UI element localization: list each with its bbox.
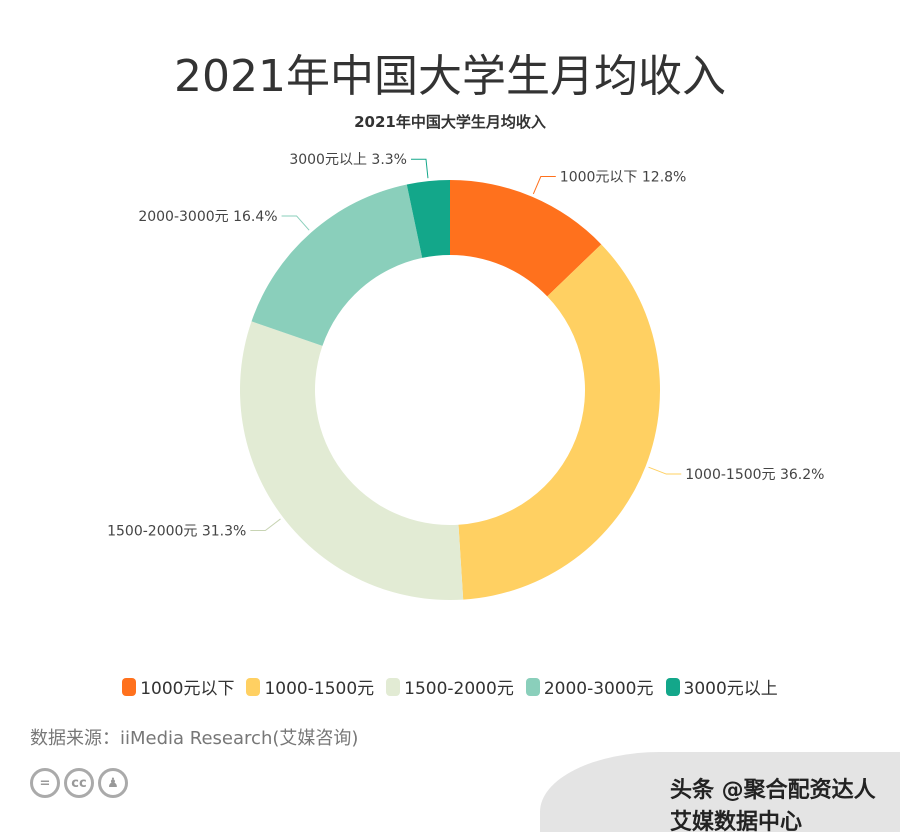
legend-label: 3000元以上 <box>683 679 778 699</box>
legend-label: 1000-1500元 <box>264 679 375 699</box>
slice-3 <box>251 184 423 346</box>
legend-swatch <box>386 677 401 696</box>
equals-icon: = <box>30 768 60 798</box>
legend: 1000元以下 1000-1500元 1500-2000元 2000-3000元 300… <box>0 674 900 699</box>
label-line-2 <box>250 518 281 531</box>
cc-icon: cc <box>64 768 94 798</box>
slice-4 <box>406 180 450 258</box>
watermark: 头条 @聚合配资达人 艾媒数据中心 <box>670 778 876 835</box>
donut-chart: 2021年中国大学生月均收入 1000元以下 12.8% 1000-1500元 3… <box>107 113 824 601</box>
data-label-4: 3000元以上 3.3% <box>289 152 407 168</box>
watermark-band <box>540 752 900 832</box>
label-line-0 <box>532 176 556 195</box>
legend-item[interactable]: 1000-1500元 <box>246 674 374 699</box>
legend-label: 1500-2000元 <box>404 679 514 699</box>
label-line-3 <box>281 215 310 231</box>
legend-item[interactable]: 1000元以下 <box>122 674 234 699</box>
label-line-4 <box>410 158 429 179</box>
slice-1 <box>458 244 661 600</box>
data-label-2: 1500-2000元 31.3% <box>107 523 246 539</box>
data-label-3: 2000-3000元 16.4% <box>138 209 277 225</box>
slice-0 <box>450 180 602 297</box>
page-title: 2021年中国大学生月均收入 <box>174 51 726 102</box>
legend-swatch <box>665 677 680 696</box>
slice-2 <box>240 321 464 601</box>
legend-swatch <box>525 677 540 696</box>
legend-swatch <box>122 677 137 696</box>
person-icon: ♟ <box>98 768 128 798</box>
legend-label: 2000-3000元 <box>543 679 654 699</box>
legend-label: 1000元以下 <box>140 679 235 699</box>
data-label-0: 1000元以下 12.8% <box>560 170 687 186</box>
legend-item[interactable]: 3000元以上 <box>665 674 778 699</box>
chart-title: 2021年中国大学生月均收入 <box>354 113 546 131</box>
data-label-1: 1000-1500元 36.2% <box>685 467 824 483</box>
label-line-1 <box>648 466 682 475</box>
legend-item[interactable]: 1500-2000元 <box>386 674 514 699</box>
legend-swatch <box>246 677 261 696</box>
data-source: 数据来源：iiMedia Research(艾媒咨询) <box>30 728 359 749</box>
legend-item[interactable]: 2000-3000元 <box>525 674 654 699</box>
license-icons: = cc ♟ <box>30 768 128 798</box>
